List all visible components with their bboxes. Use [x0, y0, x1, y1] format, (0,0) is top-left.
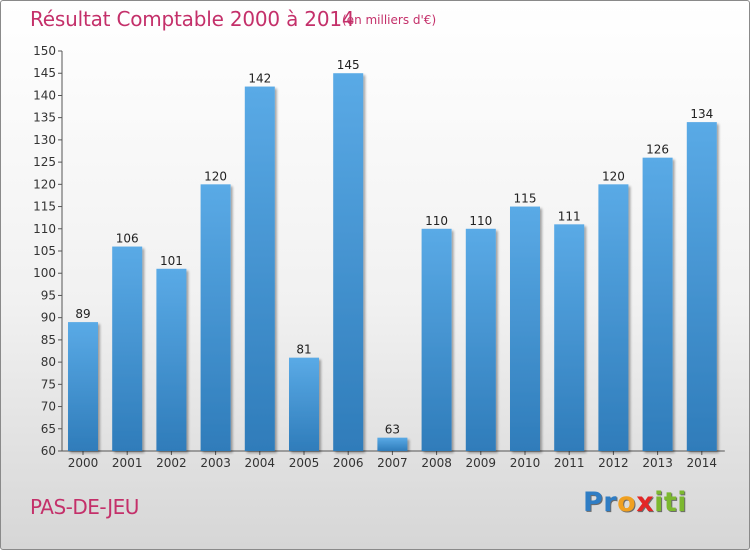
value-label-2003: 120: [204, 169, 227, 183]
y-tick-label: 85: [41, 333, 56, 347]
value-label-2010: 115: [514, 192, 537, 206]
value-label-2013: 126: [646, 143, 669, 157]
x-tick-label: 2011: [554, 456, 585, 470]
x-tick-label: 2007: [377, 456, 408, 470]
y-tick-label: 95: [41, 288, 56, 302]
y-tick-label: 150: [33, 44, 56, 58]
bar-2011: [554, 224, 585, 451]
value-label-2001: 106: [116, 232, 139, 246]
value-label-2002: 101: [160, 254, 183, 268]
bar-2000: [68, 322, 98, 451]
x-tick-label: 2001: [112, 456, 143, 470]
x-tick-label: 2002: [156, 456, 187, 470]
y-tick-label: 120: [33, 177, 56, 191]
logo-letter: o: [617, 487, 637, 518]
y-tick-label: 125: [33, 155, 56, 169]
bar-2004: [244, 86, 275, 452]
value-label-2012: 120: [602, 169, 625, 183]
value-label-2004: 142: [248, 72, 271, 86]
value-label-2005: 81: [296, 343, 311, 357]
value-label-2000: 89: [75, 307, 90, 321]
bar-2002: [156, 268, 187, 451]
commune-name: PAS-DE-JEU: [30, 495, 139, 519]
value-label-2014: 134: [690, 107, 713, 121]
x-tick-label: 2006: [333, 456, 364, 470]
x-tick-label: 2012: [598, 456, 629, 470]
y-tick-label: 65: [41, 422, 56, 436]
x-tick-label: 2005: [289, 456, 320, 470]
y-tick-label: 145: [33, 66, 56, 80]
x-axis: 2000 2001 2002 2003 2004 2005 2006 2007 2008 2009…: [62, 450, 725, 470]
bar-2006: [333, 73, 364, 451]
y-tick-label: 75: [41, 377, 56, 391]
x-tick-label: 2008: [421, 456, 452, 470]
proxiti-logo: Proxiti: [583, 487, 687, 518]
x-tick-label: 2013: [642, 456, 673, 470]
x-tick-label: 2003: [200, 456, 231, 470]
bar-2001: [112, 246, 143, 451]
logo-letter: i: [654, 487, 664, 518]
x-tick-label: 2009: [466, 456, 497, 470]
bar-2013: [642, 157, 673, 451]
chart-subtitle: (en milliers d'€): [342, 13, 437, 27]
logo-letter: x: [636, 487, 655, 518]
y-tick-label: 115: [33, 200, 56, 214]
value-labels-group: 89 106 101 120 142 81 145 63 110 110 115 111 120 126 1…: [75, 58, 713, 436]
logo-letter: t: [663, 487, 678, 518]
chart-title: Résultat Comptable 2000 à 2014: [30, 7, 355, 31]
logo-letter: r: [603, 487, 618, 518]
bar-2007: [377, 437, 408, 451]
x-tick-label: 2004: [245, 456, 276, 470]
y-tick-label: 105: [33, 244, 56, 258]
y-axis: 60 65 70 75 80 85 90 95 100 105 110 115 120 125 130 135…: [33, 44, 63, 458]
y-tick-label: 130: [33, 133, 56, 147]
value-label-2009: 110: [469, 214, 492, 228]
value-label-2011: 111: [558, 209, 581, 223]
value-label-2006: 145: [337, 58, 360, 72]
bar-2008: [421, 228, 452, 451]
logo-letter: i: [677, 487, 688, 518]
y-tick-label: 70: [41, 400, 56, 414]
bar-2003: [200, 184, 231, 452]
y-tick-label: 140: [33, 88, 56, 102]
bar-2009: [465, 228, 496, 451]
value-label-2007: 63: [385, 423, 400, 437]
bar-2014: [686, 122, 717, 451]
y-tick-label: 80: [41, 355, 56, 369]
bar-2010: [510, 206, 540, 451]
x-tick-label: 2000: [68, 456, 99, 470]
logo-letter: P: [583, 487, 604, 518]
y-tick-label: 60: [41, 444, 56, 458]
x-tick-label: 2014: [687, 456, 718, 470]
y-tick-label: 135: [33, 111, 56, 125]
bar-2005: [289, 357, 319, 451]
y-tick-label: 100: [33, 266, 56, 280]
bar-2012: [598, 184, 629, 452]
x-tick-label: 2010: [510, 456, 541, 470]
y-tick-label: 90: [41, 311, 56, 325]
bars-group: [68, 73, 717, 452]
y-tick-label: 110: [33, 222, 56, 236]
value-label-2008: 110: [425, 214, 448, 228]
